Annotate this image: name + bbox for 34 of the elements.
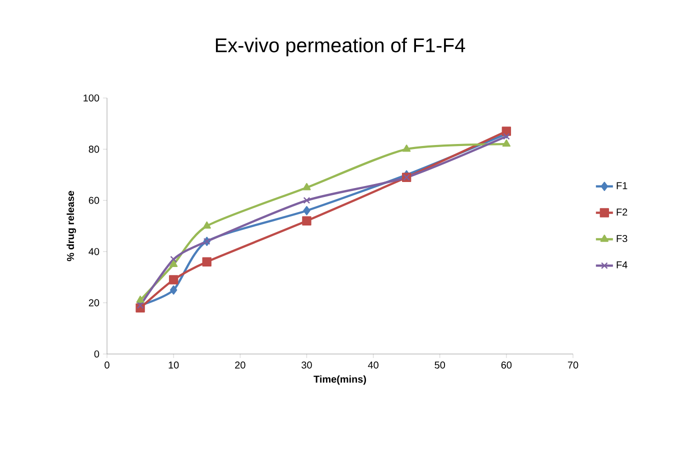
x-tick-label: 30 xyxy=(302,362,312,369)
legend-label: F4 xyxy=(616,261,628,268)
point xyxy=(136,296,144,303)
y-tick-label: 60 xyxy=(88,196,100,204)
legend-label: F3 xyxy=(616,234,628,242)
point xyxy=(202,221,211,229)
point xyxy=(402,144,411,152)
point xyxy=(170,260,178,267)
x-tick-label: 10 xyxy=(168,362,179,369)
x-tick-label: 20 xyxy=(235,362,246,369)
point xyxy=(303,196,310,204)
point xyxy=(168,275,178,284)
y-tick-label: 20 xyxy=(88,299,100,306)
y-tick-label: 100 xyxy=(84,94,100,102)
legend-label: F1 xyxy=(616,182,628,190)
point xyxy=(302,216,312,226)
x-tick-label: 70 xyxy=(568,362,578,369)
legend-label: F2 xyxy=(616,208,628,216)
point xyxy=(502,139,510,147)
point xyxy=(202,257,212,266)
y-axis-title: % drug release xyxy=(66,190,76,262)
y-tick-label: 80 xyxy=(88,146,100,153)
y-tick-label: 0 xyxy=(94,350,100,358)
x-tick-label: 50 xyxy=(434,362,446,369)
x-axis-title: Time(mins) xyxy=(314,375,366,385)
x-tick-label: 0 xyxy=(104,362,110,369)
point xyxy=(303,206,310,216)
point xyxy=(170,285,178,295)
x-tick-label: 60 xyxy=(501,362,512,369)
point xyxy=(302,183,311,190)
point xyxy=(503,132,510,140)
x-tick-label: 40 xyxy=(368,362,378,369)
y-tick-label: 40 xyxy=(88,248,100,256)
chart-title: Ex-vivo permeation of F1-F4 xyxy=(216,38,466,56)
